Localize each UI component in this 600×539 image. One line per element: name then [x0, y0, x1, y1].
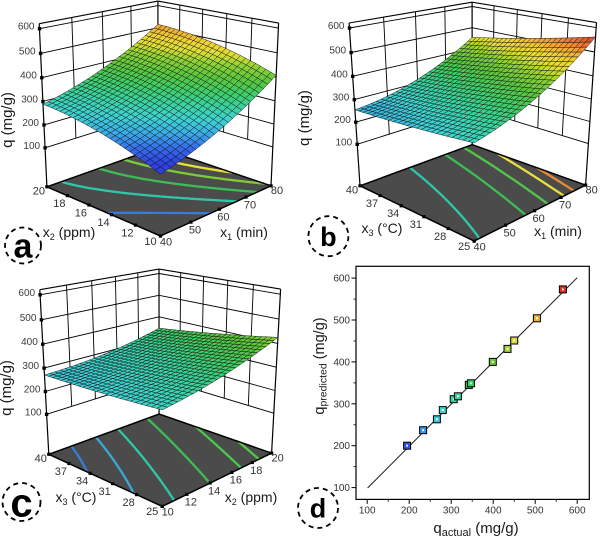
svg-text:400: 400: [331, 69, 348, 80]
svg-text:600: 600: [569, 505, 586, 516]
svg-text:400: 400: [21, 337, 38, 348]
svg-text:500: 500: [527, 505, 544, 516]
svg-text:q (mg/g): q (mg/g): [296, 90, 313, 146]
svg-text:600: 600: [333, 274, 350, 285]
svg-text:600: 600: [18, 22, 35, 33]
svg-text:500: 500: [333, 316, 350, 327]
svg-text:100: 100: [359, 505, 376, 516]
svg-text:x3 (°C): x3 (°C): [362, 220, 403, 238]
svg-text:12: 12: [121, 227, 133, 239]
svg-text:100: 100: [25, 407, 42, 418]
svg-text:37: 37: [55, 466, 67, 478]
svg-text:34: 34: [387, 208, 399, 220]
svg-text:14: 14: [208, 485, 220, 497]
svg-text:10: 10: [144, 236, 156, 248]
svg-text:300: 300: [443, 505, 460, 516]
svg-text:80: 80: [585, 184, 597, 196]
svg-text:60: 60: [217, 212, 229, 224]
svg-text:70: 70: [244, 199, 256, 211]
svg-text:x1 (min): x1 (min): [220, 224, 268, 242]
svg-text:200: 200: [334, 115, 351, 126]
svg-text:b: b: [320, 222, 337, 252]
svg-text:60: 60: [532, 213, 544, 225]
svg-text:31: 31: [410, 219, 422, 231]
svg-text:d: d: [310, 494, 327, 524]
svg-text:50: 50: [503, 228, 515, 240]
svg-text:100: 100: [336, 137, 353, 148]
svg-text:c: c: [10, 481, 32, 525]
svg-text:25: 25: [458, 241, 470, 253]
svg-text:200: 200: [333, 441, 350, 452]
svg-text:600: 600: [18, 288, 35, 299]
svg-text:x3 (°C): x3 (°C): [56, 489, 97, 507]
svg-text:40: 40: [473, 241, 485, 253]
svg-text:x2 (ppm): x2 (ppm): [225, 489, 277, 507]
svg-text:100: 100: [23, 141, 40, 152]
svg-text:18: 18: [250, 465, 262, 477]
svg-text:500: 500: [20, 313, 37, 324]
svg-text:80: 80: [271, 185, 283, 197]
svg-text:37: 37: [366, 198, 378, 210]
svg-text:70: 70: [559, 200, 571, 212]
svg-text:x2 (ppm): x2 (ppm): [43, 224, 95, 242]
svg-text:20: 20: [271, 452, 283, 464]
svg-text:q (mg/g): q (mg/g): [0, 360, 15, 416]
svg-text:200: 200: [401, 505, 418, 516]
svg-text:400: 400: [485, 505, 502, 516]
svg-text:12: 12: [185, 497, 197, 509]
svg-text:50: 50: [189, 224, 201, 236]
svg-text:400: 400: [333, 357, 350, 368]
svg-text:q (mg/g): q (mg/g): [0, 92, 16, 148]
svg-text:600: 600: [328, 21, 345, 32]
svg-text:28: 28: [434, 231, 446, 243]
svg-text:18: 18: [53, 198, 65, 210]
svg-text:200: 200: [24, 385, 41, 396]
svg-text:40: 40: [346, 185, 358, 197]
svg-text:400: 400: [20, 71, 37, 82]
svg-text:a: a: [14, 228, 34, 266]
svg-text:16: 16: [75, 207, 87, 219]
svg-text:500: 500: [329, 46, 346, 57]
svg-text:14: 14: [97, 217, 109, 229]
svg-text:300: 300: [333, 399, 350, 410]
svg-text:40: 40: [35, 453, 47, 465]
svg-text:300: 300: [22, 361, 39, 372]
svg-text:28: 28: [122, 497, 134, 509]
svg-text:100: 100: [333, 483, 350, 494]
svg-text:300: 300: [333, 93, 350, 104]
svg-text:10: 10: [162, 507, 174, 519]
svg-text:200: 200: [22, 118, 39, 129]
svg-text:31: 31: [98, 486, 110, 498]
svg-text:500: 500: [19, 46, 36, 57]
svg-text:16: 16: [230, 475, 242, 487]
svg-text:x1 (min): x1 (min): [534, 223, 582, 241]
svg-text:300: 300: [21, 95, 38, 106]
svg-text:20: 20: [33, 186, 45, 198]
svg-text:40: 40: [160, 236, 172, 248]
svg-text:34: 34: [76, 476, 88, 488]
svg-text:25: 25: [146, 506, 158, 518]
